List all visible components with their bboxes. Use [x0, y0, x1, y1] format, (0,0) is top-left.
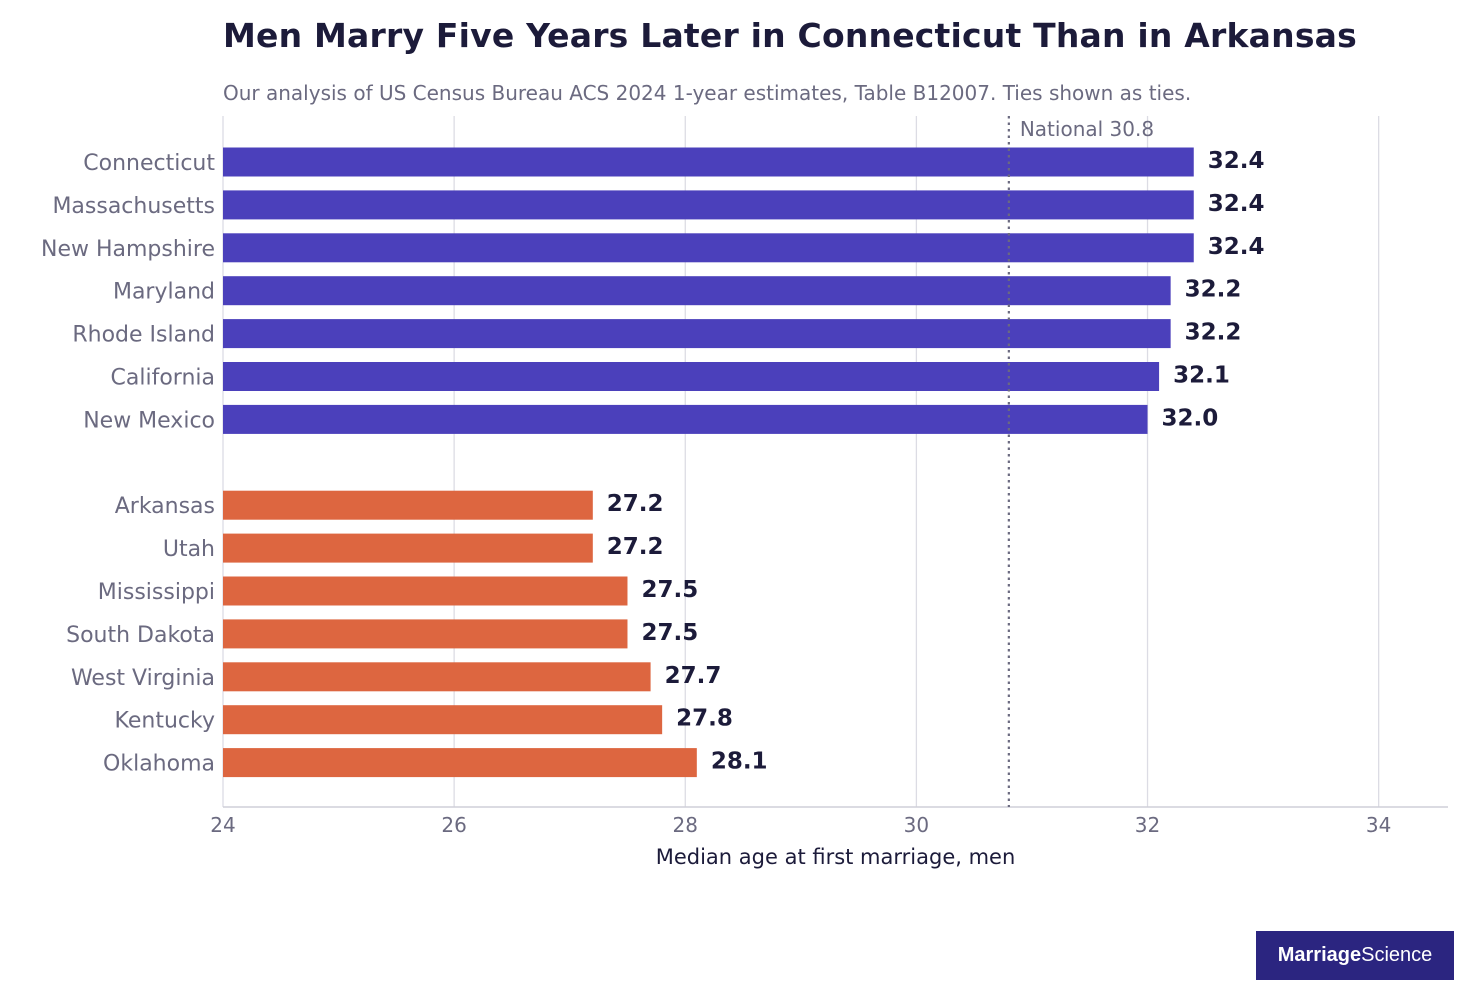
- bar-kentucky: [223, 705, 663, 735]
- bar-maryland: [223, 276, 1171, 306]
- category-label: Arkansas: [115, 494, 215, 519]
- value-label: 28.1: [711, 749, 768, 775]
- bar-massachusetts: [223, 190, 1194, 220]
- value-label: 27.2: [607, 491, 664, 517]
- x-axis-label: Median age at first marriage, men: [656, 845, 1016, 869]
- category-label: South Dakota: [66, 623, 215, 648]
- value-label: 27.5: [641, 577, 698, 603]
- category-label: Massachusetts: [52, 194, 215, 219]
- x-tick-label: 26: [441, 813, 466, 837]
- bar-new-hampshire: [223, 233, 1194, 263]
- bar-new-mexico: [223, 404, 1148, 434]
- bar-connecticut: [223, 147, 1194, 177]
- value-label: 32.1: [1173, 363, 1230, 389]
- category-label: Rhode Island: [72, 323, 215, 348]
- bar-arkansas: [223, 490, 593, 520]
- value-label: 27.8: [676, 706, 733, 732]
- x-tick-label: 34: [1366, 813, 1391, 837]
- bar-utah: [223, 533, 593, 563]
- value-label: 32.2: [1185, 320, 1242, 346]
- category-label: Maryland: [113, 280, 215, 305]
- value-label: 27.5: [641, 620, 698, 646]
- category-label: Oklahoma: [103, 752, 215, 777]
- value-label: 32.0: [1162, 405, 1219, 431]
- value-label: 32.4: [1208, 148, 1265, 174]
- brand-logo: Marriage Science: [1256, 931, 1454, 980]
- x-tick-label: 28: [673, 813, 698, 837]
- value-label: 27.2: [607, 534, 664, 560]
- category-label: Connecticut: [83, 151, 215, 176]
- value-label: 32.4: [1208, 191, 1265, 217]
- x-tick-label: 24: [210, 813, 235, 837]
- bar-mississippi: [223, 576, 628, 606]
- category-label: New Hampshire: [41, 237, 215, 262]
- chart-title: Men Marry Five Years Later in Connecticu…: [223, 16, 1357, 55]
- value-label: 32.2: [1185, 277, 1242, 303]
- bar-west-virginia: [223, 662, 651, 692]
- logo-bold-text: Marriage: [1277, 944, 1362, 966]
- bar-south-dakota: [223, 619, 628, 649]
- x-tick-label: 32: [1135, 813, 1160, 837]
- category-label: West Virginia: [71, 666, 215, 691]
- bar-rhode-island: [223, 319, 1171, 349]
- logo-regular-text: Science: [1361, 944, 1433, 966]
- national-reference-label: National 30.8: [1020, 117, 1154, 141]
- category-label: New Mexico: [83, 408, 215, 433]
- x-tick-label: 30: [904, 813, 929, 837]
- value-label: 32.4: [1208, 234, 1265, 260]
- chart-subtitle: Our analysis of US Census Bureau ACS 202…: [223, 81, 1192, 105]
- category-label: Kentucky: [115, 709, 215, 734]
- value-label: 27.7: [665, 663, 722, 689]
- bar-oklahoma: [223, 748, 697, 778]
- category-label: Mississippi: [98, 580, 215, 605]
- category-label: Utah: [163, 537, 215, 562]
- bar-california: [223, 362, 1160, 391]
- category-label: California: [111, 366, 215, 391]
